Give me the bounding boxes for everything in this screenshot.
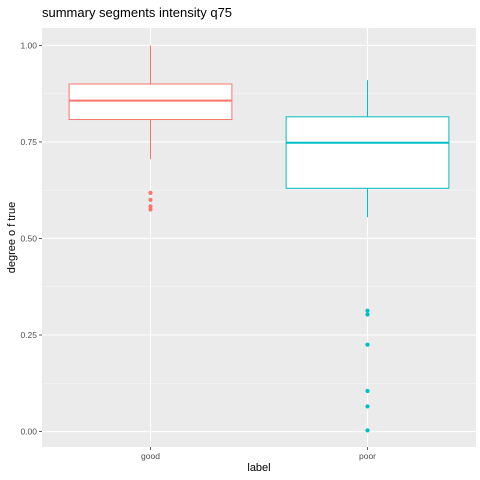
outlier-point — [365, 342, 370, 347]
box-iqr — [285, 116, 450, 189]
outlier-point — [148, 190, 153, 195]
box-good — [68, 45, 233, 212]
outlier-point — [148, 204, 153, 209]
box-iqr — [68, 83, 233, 121]
outlier-point — [365, 388, 370, 394]
y-tick-label: 0.25 — [20, 330, 37, 340]
boxes-layer — [68, 45, 450, 433]
chart-title: summary segments intensity q75 — [42, 5, 232, 20]
outlier-point — [365, 428, 370, 433]
box-poor — [285, 80, 450, 433]
x-axis-title: label — [247, 462, 270, 474]
x-tick-label: good — [141, 451, 160, 461]
y-tick-label: 1.00 — [20, 40, 37, 50]
y-axis-title: degree o f true — [6, 202, 18, 274]
outlier-point — [365, 308, 370, 313]
x-axis: good poor — [141, 447, 376, 461]
y-axis: 0.00 0.25 0.50 0.75 1.00 — [20, 40, 42, 437]
outlier-point — [365, 312, 370, 317]
outlier-point — [365, 404, 370, 409]
outlier-point — [148, 207, 153, 212]
y-tick-label: 0.50 — [20, 233, 37, 243]
x-tick-label: poor — [359, 451, 376, 461]
y-tick-label: 0.00 — [20, 427, 37, 437]
outlier-point — [148, 197, 153, 202]
y-tick-label: 0.75 — [20, 137, 37, 147]
